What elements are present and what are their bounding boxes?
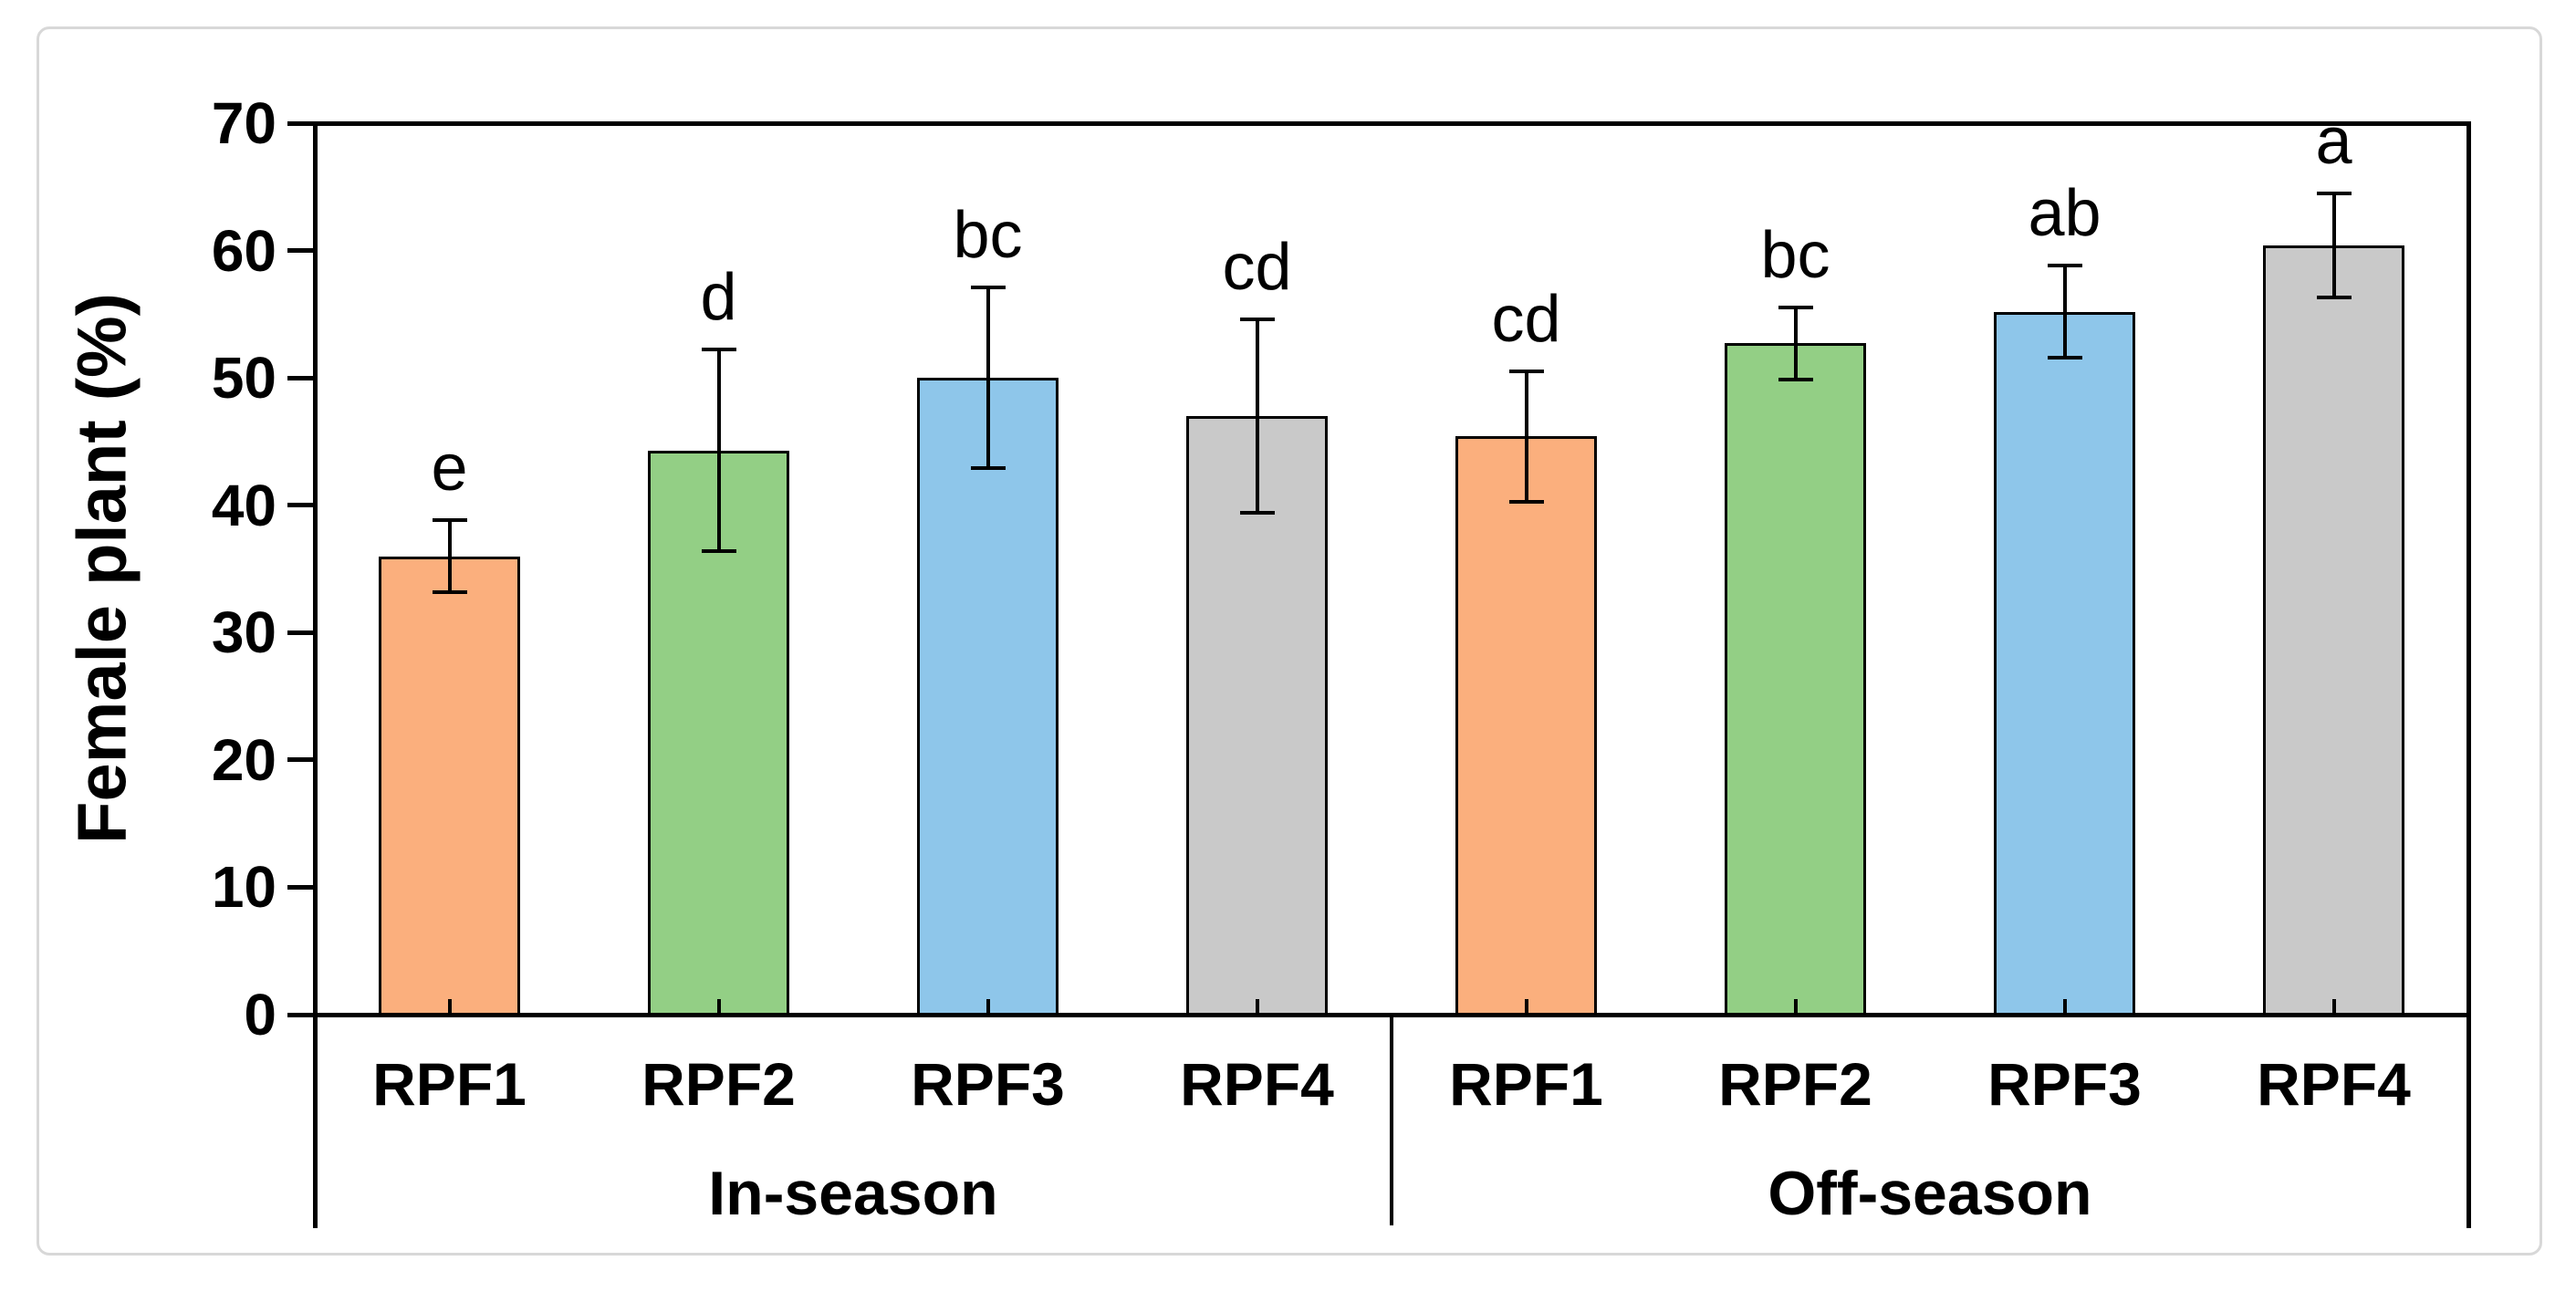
significance-letter-in-season-rpf4: cd bbox=[1222, 230, 1292, 304]
y-axis-line bbox=[312, 120, 318, 1228]
y-axis-tick-label: 30 bbox=[211, 599, 276, 666]
error-bar-bottom-cap bbox=[432, 589, 467, 594]
error-bar-off-season-rpf4 bbox=[2331, 193, 2336, 298]
figure-frame bbox=[37, 26, 2542, 1256]
error-bar-bottom-cap bbox=[970, 466, 1006, 471]
category-center-tick bbox=[2062, 999, 2067, 1013]
significance-letter-in-season-rpf1: e bbox=[431, 432, 468, 505]
y-axis-tick bbox=[287, 375, 315, 380]
y-axis-tick bbox=[287, 884, 315, 890]
category-label-in-season-rpf3: RPF3 bbox=[911, 1050, 1065, 1118]
bar-off-season-rpf1 bbox=[1455, 436, 1597, 1017]
error-bar-top-cap bbox=[2047, 264, 2082, 268]
y-axis-tick-label: 10 bbox=[211, 854, 276, 921]
category-center-tick bbox=[1524, 999, 1528, 1013]
group-separator-line bbox=[1390, 1015, 1393, 1225]
error-bar-bottom-cap bbox=[2316, 296, 2352, 300]
plot-right-border bbox=[2466, 120, 2471, 1228]
error-bar-bottom-cap bbox=[2047, 355, 2082, 359]
bar-off-season-rpf2 bbox=[1725, 343, 1866, 1017]
error-bar-off-season-rpf1 bbox=[1524, 371, 1528, 502]
category-label-off-season-rpf3: RPF3 bbox=[1987, 1050, 2142, 1118]
y-axis-tick-label: 40 bbox=[211, 472, 276, 538]
error-bar-top-cap bbox=[1239, 317, 1275, 321]
y-axis-tick bbox=[287, 1012, 315, 1017]
y-axis-tick-label: 70 bbox=[211, 90, 276, 156]
error-bar-bottom-cap bbox=[1239, 511, 1275, 516]
category-center-tick bbox=[2331, 999, 2336, 1013]
category-label-off-season-rpf2: RPF2 bbox=[1718, 1050, 1872, 1118]
group-label-off-season: Off-season bbox=[1768, 1159, 2092, 1228]
error-bar-top-cap bbox=[2316, 191, 2352, 195]
error-bar-top-cap bbox=[701, 348, 736, 352]
y-axis-tick-label: 50 bbox=[211, 345, 276, 412]
error-bar-bottom-cap bbox=[701, 548, 736, 553]
bar-off-season-rpf4 bbox=[2263, 245, 2404, 1017]
right-separator-line bbox=[2466, 1015, 2470, 1225]
error-bar-top-cap bbox=[432, 518, 467, 523]
error-bar-off-season-rpf3 bbox=[2062, 266, 2067, 358]
bar-off-season-rpf3 bbox=[1994, 311, 2135, 1017]
error-bar-in-season-rpf3 bbox=[986, 287, 990, 469]
x-axis-line bbox=[315, 1012, 2468, 1017]
category-label-off-season-rpf1: RPF1 bbox=[1449, 1050, 1603, 1118]
y-axis-tick-label: 60 bbox=[211, 217, 276, 284]
category-label-in-season-rpf2: RPF2 bbox=[641, 1050, 796, 1118]
error-bar-off-season-rpf2 bbox=[1793, 307, 1798, 380]
y-axis-tick bbox=[287, 503, 315, 508]
error-bar-bottom-cap bbox=[1778, 377, 1813, 381]
significance-letter-off-season-rpf3: ab bbox=[2028, 177, 2101, 251]
y-axis-tick-label: 0 bbox=[244, 982, 276, 1047]
significance-letter-off-season-rpf2: bc bbox=[1760, 219, 1830, 293]
category-center-tick bbox=[1255, 999, 1259, 1013]
y-axis-tick bbox=[287, 248, 315, 254]
category-label-off-season-rpf4: RPF4 bbox=[2257, 1050, 2411, 1118]
plot-top-border bbox=[315, 120, 2468, 126]
significance-letter-off-season-rpf1: cd bbox=[1491, 283, 1561, 357]
significance-letter-in-season-rpf3: bc bbox=[953, 199, 1023, 273]
significance-letter-in-season-rpf2: d bbox=[700, 261, 737, 335]
y-axis-tick bbox=[287, 630, 315, 635]
category-center-tick bbox=[986, 999, 990, 1013]
category-center-tick bbox=[1793, 999, 1798, 1013]
group-label-in-season: In-season bbox=[708, 1159, 998, 1228]
significance-letter-off-season-rpf4: a bbox=[2315, 104, 2352, 178]
y-axis-tick bbox=[287, 120, 315, 126]
error-bar-in-season-rpf4 bbox=[1255, 318, 1259, 514]
error-bar-in-season-rpf1 bbox=[447, 520, 452, 592]
y-axis-tick-label: 20 bbox=[211, 726, 276, 793]
category-label-in-season-rpf4: RPF4 bbox=[1180, 1050, 1334, 1118]
error-bar-in-season-rpf2 bbox=[716, 349, 721, 551]
y-axis-tick bbox=[287, 757, 315, 763]
error-bar-top-cap bbox=[970, 286, 1006, 290]
bar-in-season-rpf3 bbox=[917, 378, 1059, 1017]
category-center-tick bbox=[447, 999, 452, 1013]
category-label-in-season-rpf1: RPF1 bbox=[372, 1050, 527, 1118]
error-bar-top-cap bbox=[1778, 306, 1813, 310]
error-bar-bottom-cap bbox=[1508, 499, 1544, 504]
bar-in-season-rpf1 bbox=[379, 556, 520, 1017]
error-bar-top-cap bbox=[1508, 370, 1544, 374]
category-center-tick bbox=[716, 999, 721, 1013]
